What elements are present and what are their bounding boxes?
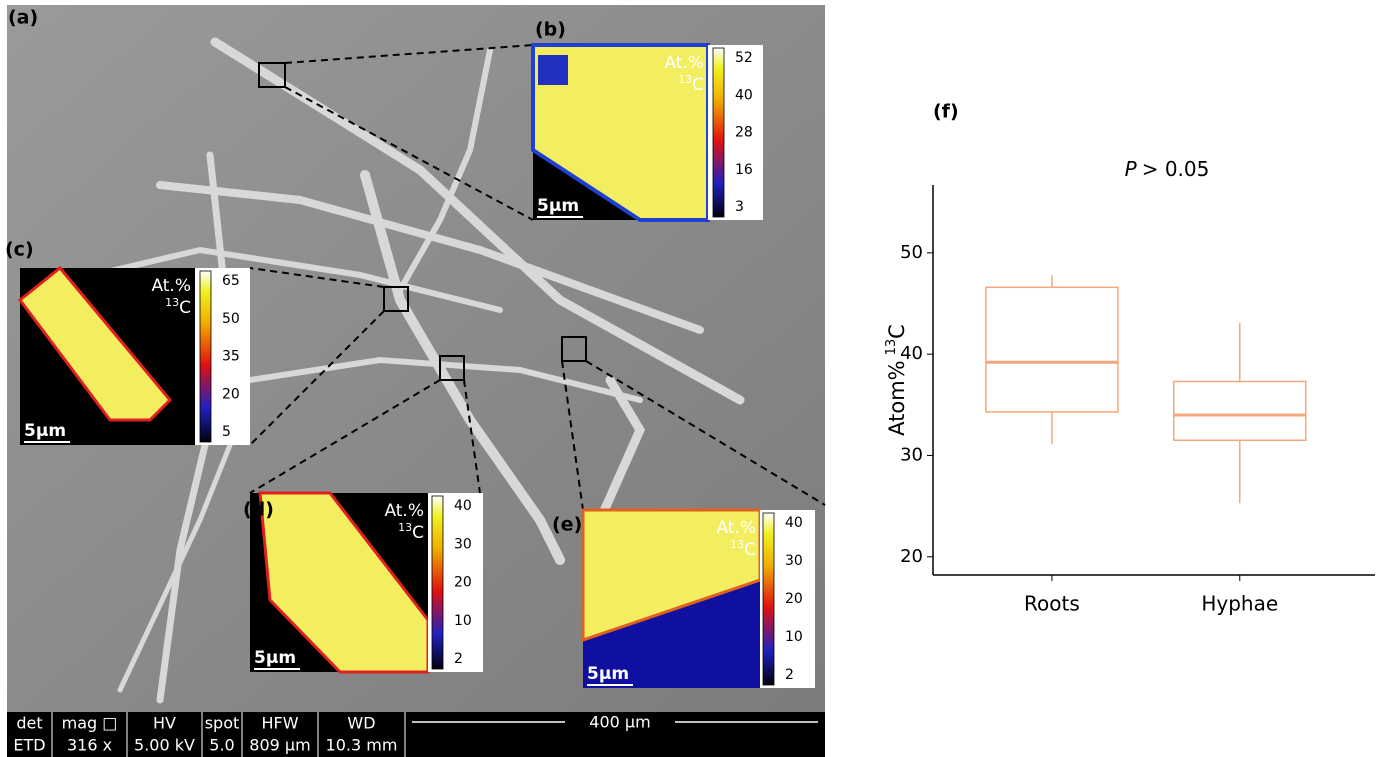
colorbar-tick-label: 20 xyxy=(454,575,472,591)
isotope-element: C xyxy=(412,523,424,543)
panel-label: (f) xyxy=(933,101,959,123)
box xyxy=(1174,382,1306,441)
ylabel-text: Atom% xyxy=(885,360,909,436)
info-value: 5.0 xyxy=(209,736,234,755)
colorbar-tick-label: 5 xyxy=(222,424,231,440)
colorbar xyxy=(763,513,774,685)
box xyxy=(986,287,1118,412)
colorbar-tick-label: 28 xyxy=(735,125,753,141)
annotation-symbol: P xyxy=(1125,157,1138,181)
info-header: WD xyxy=(347,714,375,733)
x-tick-label: Roots xyxy=(1024,592,1080,616)
y-tick-label: 20 xyxy=(900,546,923,567)
colorbar-tick-label: 52 xyxy=(735,50,753,66)
y-tick-label: 30 xyxy=(900,444,923,465)
info-header: spot xyxy=(205,714,240,733)
y-axis-label: Atom% 13C xyxy=(884,324,910,436)
isotope-element: C xyxy=(179,298,191,318)
inset-scale: 5µm xyxy=(537,196,579,216)
colorbar-tick-label: 20 xyxy=(222,386,240,402)
info-value: 809 µm xyxy=(249,736,310,755)
figure: (a) det ETD mag □ 316 x HV 5.00 kV spot 5.0 HFW 8… xyxy=(0,0,1386,757)
colorbar-tick-label: 10 xyxy=(785,629,803,645)
colorbar-tick-label: 65 xyxy=(222,273,240,289)
panel-label: (b) xyxy=(535,19,566,41)
info-value: 10.3 mm xyxy=(326,736,398,755)
panel-label: (c) xyxy=(5,239,34,261)
scale-label: 400 µm xyxy=(589,713,650,732)
inset-unit: At.% xyxy=(151,276,191,296)
colorbar xyxy=(200,271,211,442)
inset-unit: At.% xyxy=(716,518,756,538)
isotope-mass: 13 xyxy=(165,296,179,309)
y-tick-label: 50 xyxy=(900,242,923,263)
info-header: HFW xyxy=(261,714,298,733)
colorbar-tick-label: 30 xyxy=(785,553,803,569)
info-bar xyxy=(7,712,825,757)
inset-scale: 5µm xyxy=(24,421,66,441)
info-header: HV xyxy=(153,714,176,733)
colorbar-tick-label: 40 xyxy=(785,515,803,531)
inset-scale: 5µm xyxy=(254,648,296,668)
colorbar xyxy=(713,48,724,217)
colorbar-tick-label: 2 xyxy=(454,651,463,667)
panel-label: (a) xyxy=(8,7,38,29)
colorbar-tick-label: 3 xyxy=(735,199,744,215)
info-value: ETD xyxy=(13,736,45,755)
ylabel-element: C xyxy=(885,324,909,339)
x-tick-label: Hyphae xyxy=(1201,592,1278,616)
ylabel-mass: 13 xyxy=(884,339,899,356)
annotation: P> 0.05 xyxy=(1125,157,1210,181)
panel-label: (d) xyxy=(243,499,274,521)
colorbar-tick-label: 2 xyxy=(785,667,794,683)
inset-unit: At.% xyxy=(384,501,424,521)
colorbar-tick-label: 20 xyxy=(785,591,803,607)
colorbar-tick-label: 50 xyxy=(222,311,240,327)
inset-scale: 5µm xyxy=(587,664,629,684)
isotope-element: C xyxy=(692,75,704,95)
colorbar-tick-label: 30 xyxy=(454,536,472,552)
colorbar-tick-label: 40 xyxy=(454,498,472,514)
colorbar-tick-label: 40 xyxy=(735,87,753,103)
inset-unit: At.% xyxy=(664,53,704,73)
isotope-element: C xyxy=(744,540,756,560)
isotope-mass: 13 xyxy=(398,521,412,534)
isotope-mass: 13 xyxy=(678,73,692,86)
info-header: mag □ xyxy=(62,714,118,733)
annotation-text: > 0.05 xyxy=(1142,157,1210,181)
info-header: det xyxy=(16,714,42,733)
colorbar-tick-label: 16 xyxy=(735,162,753,178)
info-value: 316 x xyxy=(67,736,112,755)
info-value: 5.00 kV xyxy=(134,736,195,755)
colorbar-tick-label: 35 xyxy=(222,349,240,365)
colorbar-tick-label: 10 xyxy=(454,613,472,629)
isotope-mass: 13 xyxy=(730,538,744,551)
colorbar xyxy=(432,496,443,669)
panel-label: (e) xyxy=(552,514,582,536)
